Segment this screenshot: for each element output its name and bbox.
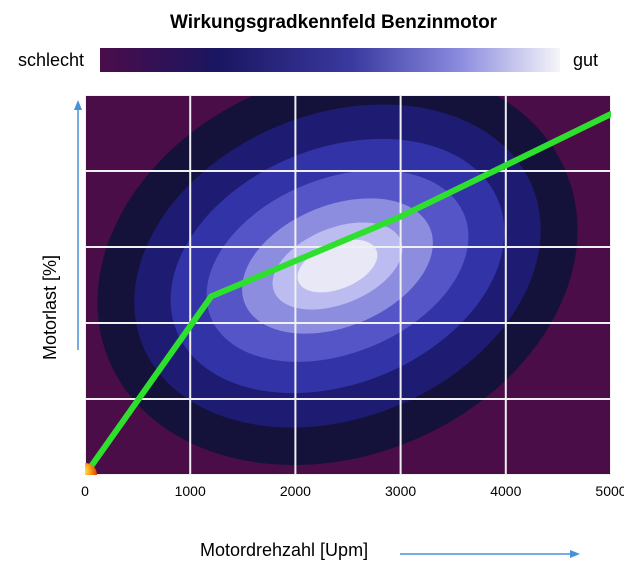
y-axis-label: Motorlast [%] — [40, 255, 61, 360]
x-axis-label: Motordrehzahl [Upm] — [200, 540, 368, 561]
chart-title: Wirkungsgradkennfeld Benzinmotor — [170, 12, 497, 34]
legend-label-bad: schlecht — [18, 50, 84, 71]
x-tick-label: 2000 — [280, 483, 311, 499]
legend-label-good: gut — [573, 50, 598, 71]
y-axis-arrow — [72, 100, 84, 350]
x-tick-label: 4000 — [490, 483, 521, 499]
x-tick-label: 1000 — [175, 483, 206, 499]
x-tick-label: 3000 — [385, 483, 416, 499]
efficiency-contour-plot — [85, 95, 611, 475]
legend-gradient-bar — [100, 48, 560, 72]
x-tick-label: 5000 — [595, 483, 624, 499]
x-axis-arrow — [400, 548, 580, 560]
x-tick-label: 0 — [81, 483, 89, 499]
